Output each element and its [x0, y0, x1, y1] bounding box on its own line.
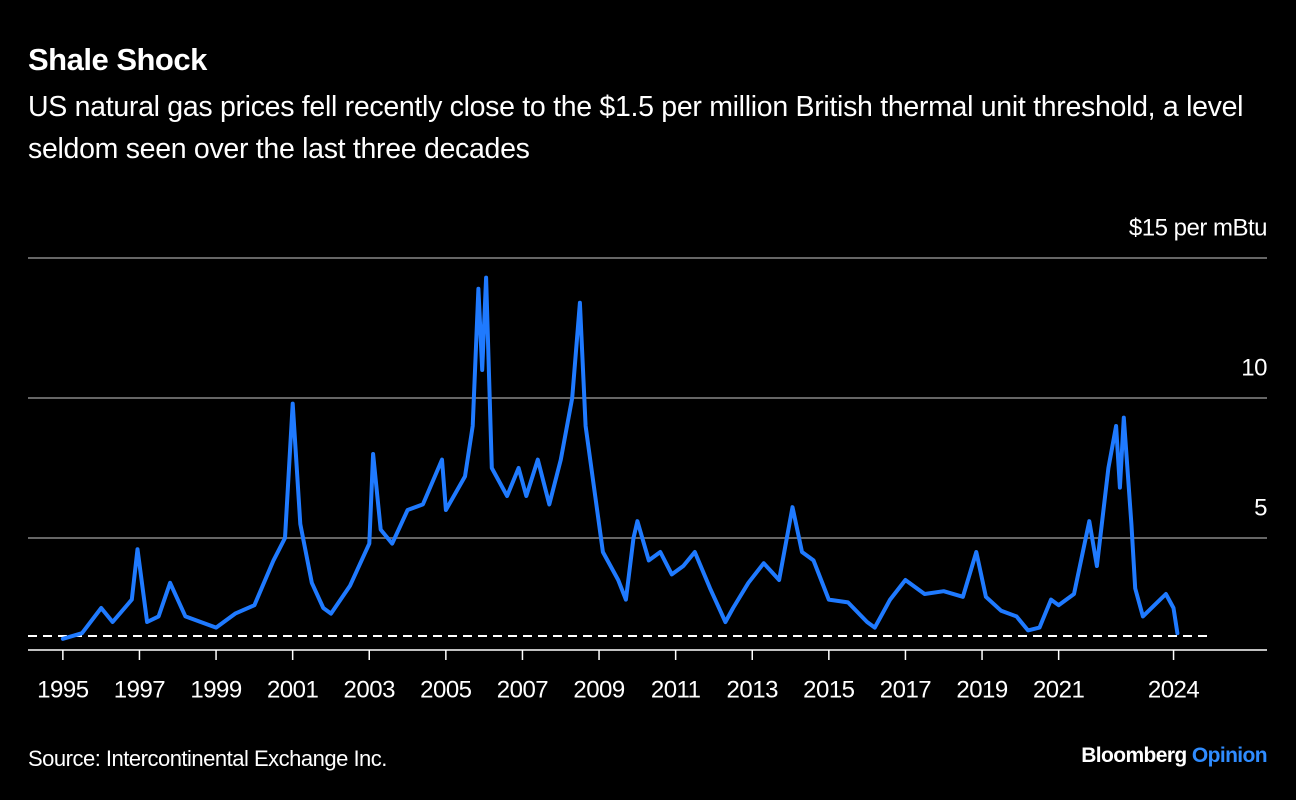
x-tick-label: 2015: [803, 676, 855, 703]
price-line: [60, 275, 1180, 641]
x-tick-label: 2021: [1033, 676, 1085, 703]
x-tick-label: 2009: [573, 676, 625, 703]
x-tick-label: 2007: [497, 676, 549, 703]
brand-section: Opinion: [1192, 744, 1267, 767]
x-tick-label: 1995: [37, 676, 89, 703]
x-tick-label: 2013: [727, 676, 779, 703]
x-tick-label: 2011: [651, 676, 701, 703]
x-tick-label: 1997: [114, 676, 166, 703]
y-tick-label: 10: [1241, 354, 1267, 381]
x-tick-label: 1999: [190, 676, 242, 703]
y-tick-label: $15 per mBtu: [1129, 214, 1267, 241]
brand: Bloomberg Opinion: [1081, 744, 1267, 767]
x-tick-label: 2003: [344, 676, 396, 703]
y-tick-label: 5: [1254, 494, 1267, 521]
x-tick-label: 2024: [1148, 676, 1200, 703]
x-tick-label: 2017: [880, 676, 932, 703]
brand-name: Bloomberg: [1081, 744, 1186, 767]
x-tick-label: 2019: [956, 676, 1008, 703]
chart-subtitle: US natural gas prices fell recently clos…: [28, 91, 1244, 165]
source: Source: Intercontinental Exchange Inc.: [28, 746, 387, 771]
chart-title: Shale Shock: [28, 42, 207, 77]
x-tick-label: 2005: [420, 676, 472, 703]
x-tick-label: 2001: [267, 676, 319, 703]
